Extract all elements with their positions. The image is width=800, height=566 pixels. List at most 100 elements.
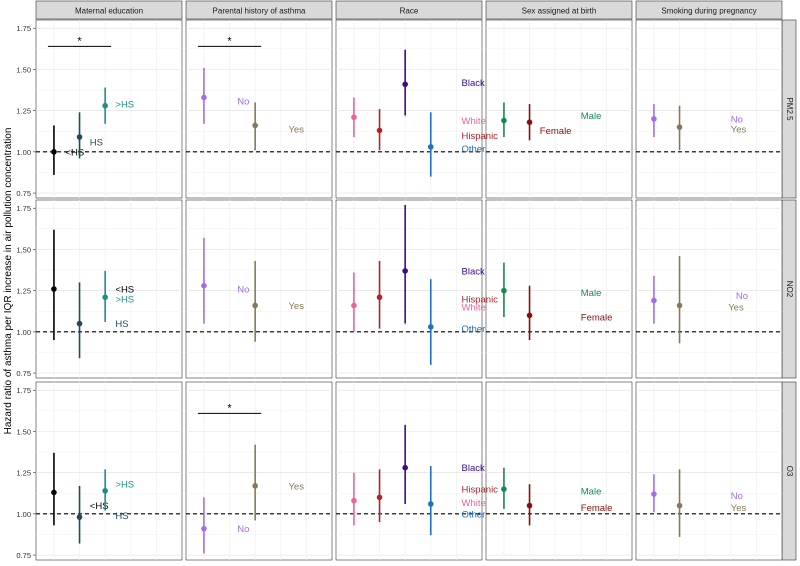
- category-label: Yes: [728, 303, 744, 314]
- panel-background: [485, 19, 633, 199]
- category-label: Female: [581, 503, 613, 514]
- y-tick-label: 1.75: [16, 204, 31, 213]
- category-label: Male: [581, 111, 602, 122]
- point-estimate: [51, 489, 57, 496]
- point-estimate: [526, 312, 533, 319]
- point-estimate: [76, 320, 83, 327]
- y-tick-label: 1.00: [16, 328, 31, 337]
- point-estimate: [252, 122, 258, 129]
- category-label: No: [736, 291, 748, 302]
- significance-star: *: [77, 35, 82, 47]
- category-label: White: [462, 303, 486, 314]
- point-estimate: [376, 494, 383, 501]
- significance-star: *: [227, 402, 232, 414]
- category-label: Hispanic: [462, 485, 499, 496]
- category-label: Female: [540, 126, 572, 137]
- point-estimate: [676, 302, 683, 309]
- y-tick-label: 1.00: [16, 148, 31, 157]
- point-estimate: [76, 514, 83, 520]
- category-label: Male: [581, 486, 602, 497]
- point-estimate: [427, 324, 434, 330]
- panel-background: [335, 199, 483, 379]
- category-label: Yes: [731, 124, 747, 135]
- panel-background: [335, 19, 483, 199]
- row-strip-label: PM2.5: [785, 97, 794, 121]
- category-label: Black: [462, 463, 485, 474]
- category-label: Female: [581, 313, 613, 324]
- category-label: Hispanic: [462, 294, 499, 305]
- point-estimate: [501, 486, 507, 492]
- category-label: HS: [115, 511, 128, 522]
- category-label: No: [237, 285, 249, 296]
- point-estimate: [651, 491, 657, 497]
- y-tick-label: 0.75: [16, 369, 31, 378]
- panel-background: [635, 19, 783, 199]
- column-strip-label: Smoking during pregnancy: [661, 7, 756, 16]
- y-tick-label: 1.50: [16, 65, 31, 74]
- panel-background: [35, 199, 183, 379]
- category-label: Yes: [288, 481, 304, 492]
- category-label: White: [462, 498, 486, 509]
- point-estimate: [376, 127, 383, 134]
- column-strip: [335, 0, 483, 20]
- point-estimate: [351, 114, 357, 121]
- point-estimate: [501, 117, 507, 124]
- point-estimate: [201, 282, 207, 289]
- point-estimate: [201, 94, 207, 101]
- point-estimate: [526, 502, 533, 509]
- column-strip: [635, 0, 783, 20]
- column-strip-label: Sex assigned at birth: [522, 7, 597, 16]
- category-label: >HS: [115, 294, 134, 305]
- point-estimate: [427, 501, 434, 507]
- category-label: Yes: [731, 503, 747, 514]
- category-label: No: [731, 491, 743, 502]
- point-estimate: [102, 487, 108, 494]
- column-strip: [35, 0, 183, 20]
- row-strip-label: O3: [785, 466, 794, 477]
- point-estimate: [252, 302, 258, 309]
- category-label: <HS: [90, 501, 109, 512]
- category-label: Male: [581, 288, 602, 299]
- column-strip: [185, 0, 333, 20]
- panel-background: [185, 381, 333, 561]
- y-tick-label: 1.75: [16, 386, 31, 395]
- point-estimate: [102, 294, 108, 301]
- category-label: No: [237, 96, 249, 107]
- point-estimate: [526, 119, 533, 125]
- category-label: HS: [115, 319, 128, 330]
- panel-background: [635, 199, 783, 379]
- point-estimate: [402, 268, 408, 274]
- y-tick-label: 1.25: [16, 287, 31, 296]
- point-estimate: [501, 287, 507, 294]
- point-estimate: [76, 134, 83, 140]
- category-label: Yes: [288, 301, 304, 312]
- column-strip: [485, 0, 633, 20]
- point-estimate: [51, 149, 57, 155]
- point-estimate: [376, 294, 383, 301]
- category-label: No: [237, 524, 249, 535]
- y-tick-label: 0.75: [16, 551, 31, 560]
- category-label: Hispanic: [462, 131, 499, 142]
- point-estimate: [651, 297, 657, 304]
- point-estimate: [252, 483, 258, 489]
- category-label: >HS: [115, 480, 134, 491]
- column-strip-label: Parental history of asthma: [213, 7, 306, 16]
- point-estimate: [351, 302, 357, 309]
- category-label: Other: [462, 509, 486, 520]
- y-tick-label: 1.25: [16, 107, 31, 116]
- column-strip-label: Race: [400, 7, 419, 16]
- point-estimate: [201, 525, 207, 532]
- y-tick-label: 1.50: [16, 427, 31, 436]
- panel-background: [35, 19, 183, 199]
- point-estimate: [651, 116, 657, 122]
- y-tick-label: 0.75: [16, 189, 31, 198]
- category-label: White: [462, 116, 486, 127]
- y-tick-label: 1.50: [16, 245, 31, 254]
- row-strip-label: NO2: [785, 281, 794, 298]
- column-strip-label: Maternal education: [75, 7, 143, 16]
- point-estimate: [102, 102, 108, 109]
- category-label: Black: [462, 78, 485, 89]
- point-estimate: [427, 144, 434, 150]
- category-label: <HS: [115, 285, 134, 296]
